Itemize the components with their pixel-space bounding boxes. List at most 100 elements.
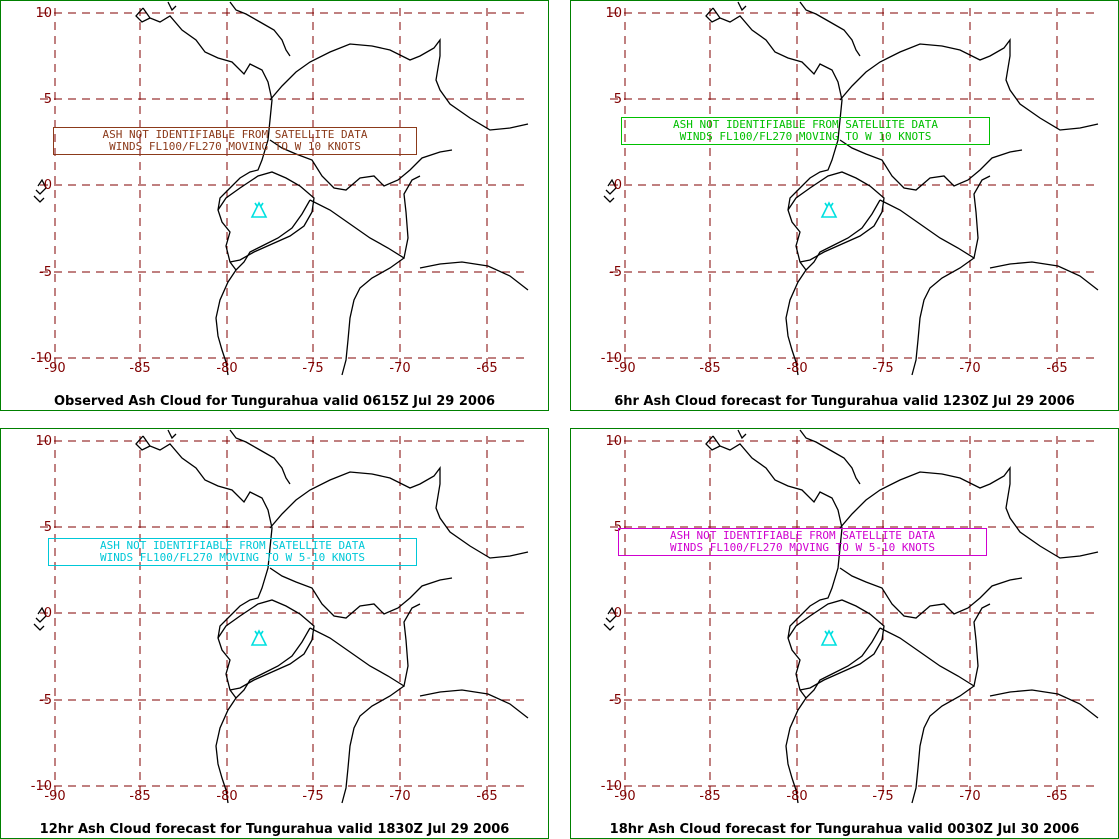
coastline (989, 689, 1099, 719)
lon-tick-label: -75 (302, 361, 323, 376)
lat-tick-label: 5 (614, 520, 622, 535)
lat-tick-label: 10 (605, 434, 622, 449)
lon-tick-label: -85 (129, 789, 150, 804)
coastline (269, 466, 529, 559)
panel-frame (0, 428, 549, 839)
coastline (787, 171, 885, 263)
volcano-triangle-icon (820, 629, 838, 646)
advisory-line-1: ASH NOT IDENTIFIABLE FROM SATELLITE DATA (100, 539, 365, 552)
volcano-triangle-icon (250, 201, 268, 218)
coastline (419, 689, 529, 719)
lat-tick-label: -5 (39, 693, 52, 708)
coastline (603, 178, 617, 203)
coastline (33, 606, 47, 631)
coastline (419, 261, 529, 291)
lon-tick-label: -85 (129, 361, 150, 376)
ash-advisory-box: ASH NOT IDENTIFIABLE FROM SATELLITE DATA… (48, 538, 417, 566)
coastline (787, 599, 885, 691)
coastline (603, 606, 617, 631)
coastline (839, 567, 1023, 619)
lat-tick-label: -10 (601, 779, 622, 794)
coastline (33, 178, 47, 203)
lon-tick-label: -75 (872, 789, 893, 804)
advisory-line-1: ASH NOT IDENTIFIABLE FROM SATELLITE DATA (670, 529, 935, 542)
lon-tick-label: -85 (699, 789, 720, 804)
panel-frame (570, 428, 1119, 839)
coastline (215, 697, 237, 804)
coastline (142, 435, 311, 699)
lat-tick-label: -5 (609, 693, 622, 708)
ash-advisory-box: ASH NOT IDENTIFIABLE FROM SATELLITE DATA… (621, 117, 990, 145)
lon-tick-label: -65 (476, 361, 497, 376)
map-canvas: 10 5 0 -5 -10-90 -85 -80 -75 -70 -65 (31, 1, 529, 376)
lat-tick-label: 10 (35, 6, 52, 21)
coastline (269, 567, 453, 619)
advisory-line-2: WINDS FL100/FL270 MOVING TO W 5-10 KNOTS (100, 551, 365, 564)
map-panel-12hr: 10 5 0 -5 -10 -90 -85 -80 -75 -70 -65 ASH NOT IDEN… (0, 428, 549, 839)
lon-tick-label: -75 (872, 361, 893, 376)
panel-caption: 18hr Ash Cloud forecast for Tungurahua v… (609, 822, 1080, 837)
lat-tick-label: 5 (614, 92, 622, 107)
coastline (217, 599, 315, 691)
panel-caption: 12hr Ash Cloud forecast for Tungurahua v… (39, 822, 510, 837)
volcano-triangle-icon (250, 629, 268, 646)
advisory-line-1: ASH NOT IDENTIFIABLE FROM SATELLITE DATA (102, 128, 368, 141)
lon-tick-label: -80 (786, 361, 807, 376)
advisory-line-1: ASH NOT IDENTIFIABLE FROM SATELLITE DATA (673, 118, 938, 131)
coastline (839, 466, 1099, 559)
lon-tick-label: -85 (699, 361, 720, 376)
coastline (341, 685, 405, 804)
ash-advisory-box: ASH NOT IDENTIFIABLE FROM SATELLITE DATA… (53, 127, 417, 155)
ash-advisory-box: ASH NOT IDENTIFIABLE FROM SATELLITE DATA… (618, 528, 987, 556)
coastline (142, 7, 311, 271)
lat-tick-label: 10 (605, 6, 622, 21)
lon-tick-label: -90 (44, 789, 65, 804)
coastline (705, 1, 861, 57)
lat-tick-label: -10 (31, 351, 52, 366)
coastline (341, 257, 405, 376)
map-panel-observed: 10 5 0 -5 -10 -90 -85 -80 -75 -70 -65 ASH NOT IDEN… (0, 0, 549, 411)
panel-frame (0, 0, 549, 411)
coastline (712, 7, 881, 271)
lon-tick-label: -70 (959, 789, 980, 804)
advisory-line-2: WINDS FL100/FL270 MOVING TO W 10 KNOTS (109, 140, 361, 153)
coastline (989, 261, 1099, 291)
coastline (911, 257, 975, 376)
panel-caption: Observed Ash Cloud for Tungurahua valid … (53, 394, 496, 409)
coastline (911, 685, 975, 804)
coastline (215, 269, 237, 376)
lon-tick-label: -80 (786, 789, 807, 804)
lon-tick-label: -70 (959, 361, 980, 376)
lon-tick-label: -65 (1046, 789, 1067, 804)
coastline (217, 171, 315, 263)
coastline (712, 435, 881, 699)
lat-tick-label: -10 (601, 351, 622, 366)
coastline (785, 269, 807, 376)
coastline (705, 429, 861, 485)
panel-frame (570, 0, 1119, 411)
lat-tick-label: 0 (614, 606, 622, 621)
lat-tick-label: 5 (44, 92, 52, 107)
lat-tick-label: 0 (44, 606, 52, 621)
lat-tick-label: -10 (31, 779, 52, 794)
advisory-line-2: WINDS FL100/FL270 MOVING TO W 5-10 KNOTS (670, 541, 935, 554)
coastline (135, 429, 291, 485)
map-canvas: 10 5 0 -5 -10-90 -85 -80 -75 -70 -65 (31, 429, 529, 804)
lon-tick-label: -70 (389, 361, 410, 376)
panel-caption: 6hr Ash Cloud forecast for Tungurahua va… (614, 394, 1075, 409)
lon-tick-label: -90 (614, 361, 635, 376)
coastline (269, 38, 529, 131)
lat-tick-label: 10 (35, 434, 52, 449)
lat-tick-label: 5 (44, 520, 52, 535)
lon-tick-label: -65 (1046, 361, 1067, 376)
lon-tick-label: -90 (44, 361, 65, 376)
map-panel-18hr: 10 5 0 -5 -10 -90 -85 -80 -75 -70 -65 ASH NOT IDEN… (570, 428, 1119, 839)
advisory-line-2: WINDS FL100/FL270 MOVING TO W 10 KNOTS (679, 130, 932, 143)
lon-tick-label: -70 (389, 789, 410, 804)
lat-tick-label: -5 (39, 265, 52, 280)
lon-tick-label: -75 (302, 789, 323, 804)
lat-tick-label: 0 (614, 178, 622, 193)
lon-tick-label: -80 (216, 361, 237, 376)
lon-tick-label: -80 (216, 789, 237, 804)
coastline (785, 697, 807, 804)
